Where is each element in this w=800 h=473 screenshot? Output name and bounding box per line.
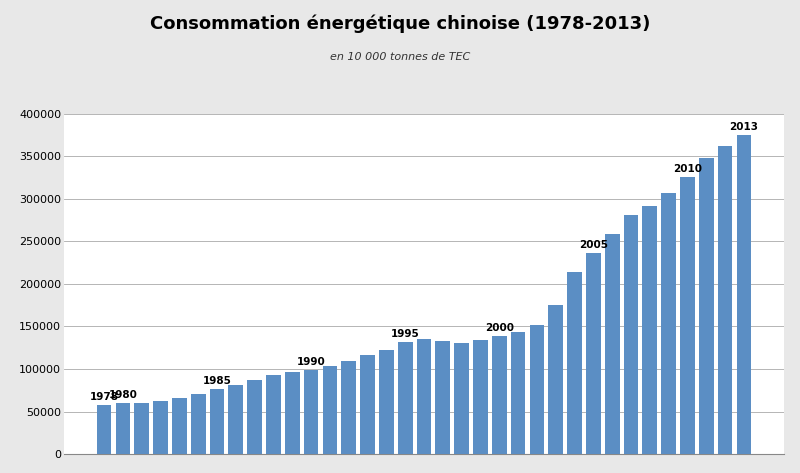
- Bar: [153, 401, 168, 454]
- Bar: [266, 375, 281, 454]
- Bar: [229, 385, 243, 454]
- Bar: [285, 372, 300, 454]
- Bar: [510, 332, 526, 454]
- Text: 1978: 1978: [90, 393, 118, 403]
- Bar: [398, 342, 413, 454]
- Bar: [605, 234, 619, 454]
- Text: 2005: 2005: [579, 240, 608, 250]
- Bar: [322, 366, 338, 454]
- Bar: [567, 272, 582, 454]
- Text: 2010: 2010: [673, 165, 702, 175]
- Bar: [115, 403, 130, 454]
- Bar: [548, 305, 563, 454]
- Bar: [417, 339, 431, 454]
- Bar: [662, 193, 676, 454]
- Text: 2013: 2013: [730, 122, 758, 132]
- Bar: [737, 135, 751, 454]
- Text: 1990: 1990: [297, 357, 326, 367]
- Bar: [492, 336, 506, 454]
- Text: en 10 000 tonnes de TEC: en 10 000 tonnes de TEC: [330, 52, 470, 62]
- Bar: [134, 403, 149, 454]
- Bar: [680, 177, 695, 454]
- Bar: [304, 370, 318, 454]
- Bar: [454, 343, 469, 454]
- Bar: [172, 398, 186, 454]
- Text: 1995: 1995: [391, 329, 419, 340]
- Bar: [586, 253, 601, 454]
- Bar: [699, 158, 714, 454]
- Bar: [435, 342, 450, 454]
- Text: 1980: 1980: [109, 390, 138, 400]
- Bar: [247, 380, 262, 454]
- Bar: [210, 389, 224, 454]
- Bar: [97, 405, 111, 454]
- Bar: [379, 350, 394, 454]
- Bar: [191, 394, 206, 454]
- Bar: [530, 325, 544, 454]
- Bar: [642, 206, 657, 454]
- Bar: [718, 146, 733, 454]
- Bar: [360, 355, 375, 454]
- Text: 2000: 2000: [485, 323, 514, 333]
- Text: 1985: 1985: [202, 376, 231, 386]
- Bar: [624, 215, 638, 454]
- Text: Consommation énergétique chinoise (1978-2013): Consommation énergétique chinoise (1978-…: [150, 14, 650, 33]
- Bar: [473, 340, 488, 454]
- Bar: [342, 361, 356, 454]
